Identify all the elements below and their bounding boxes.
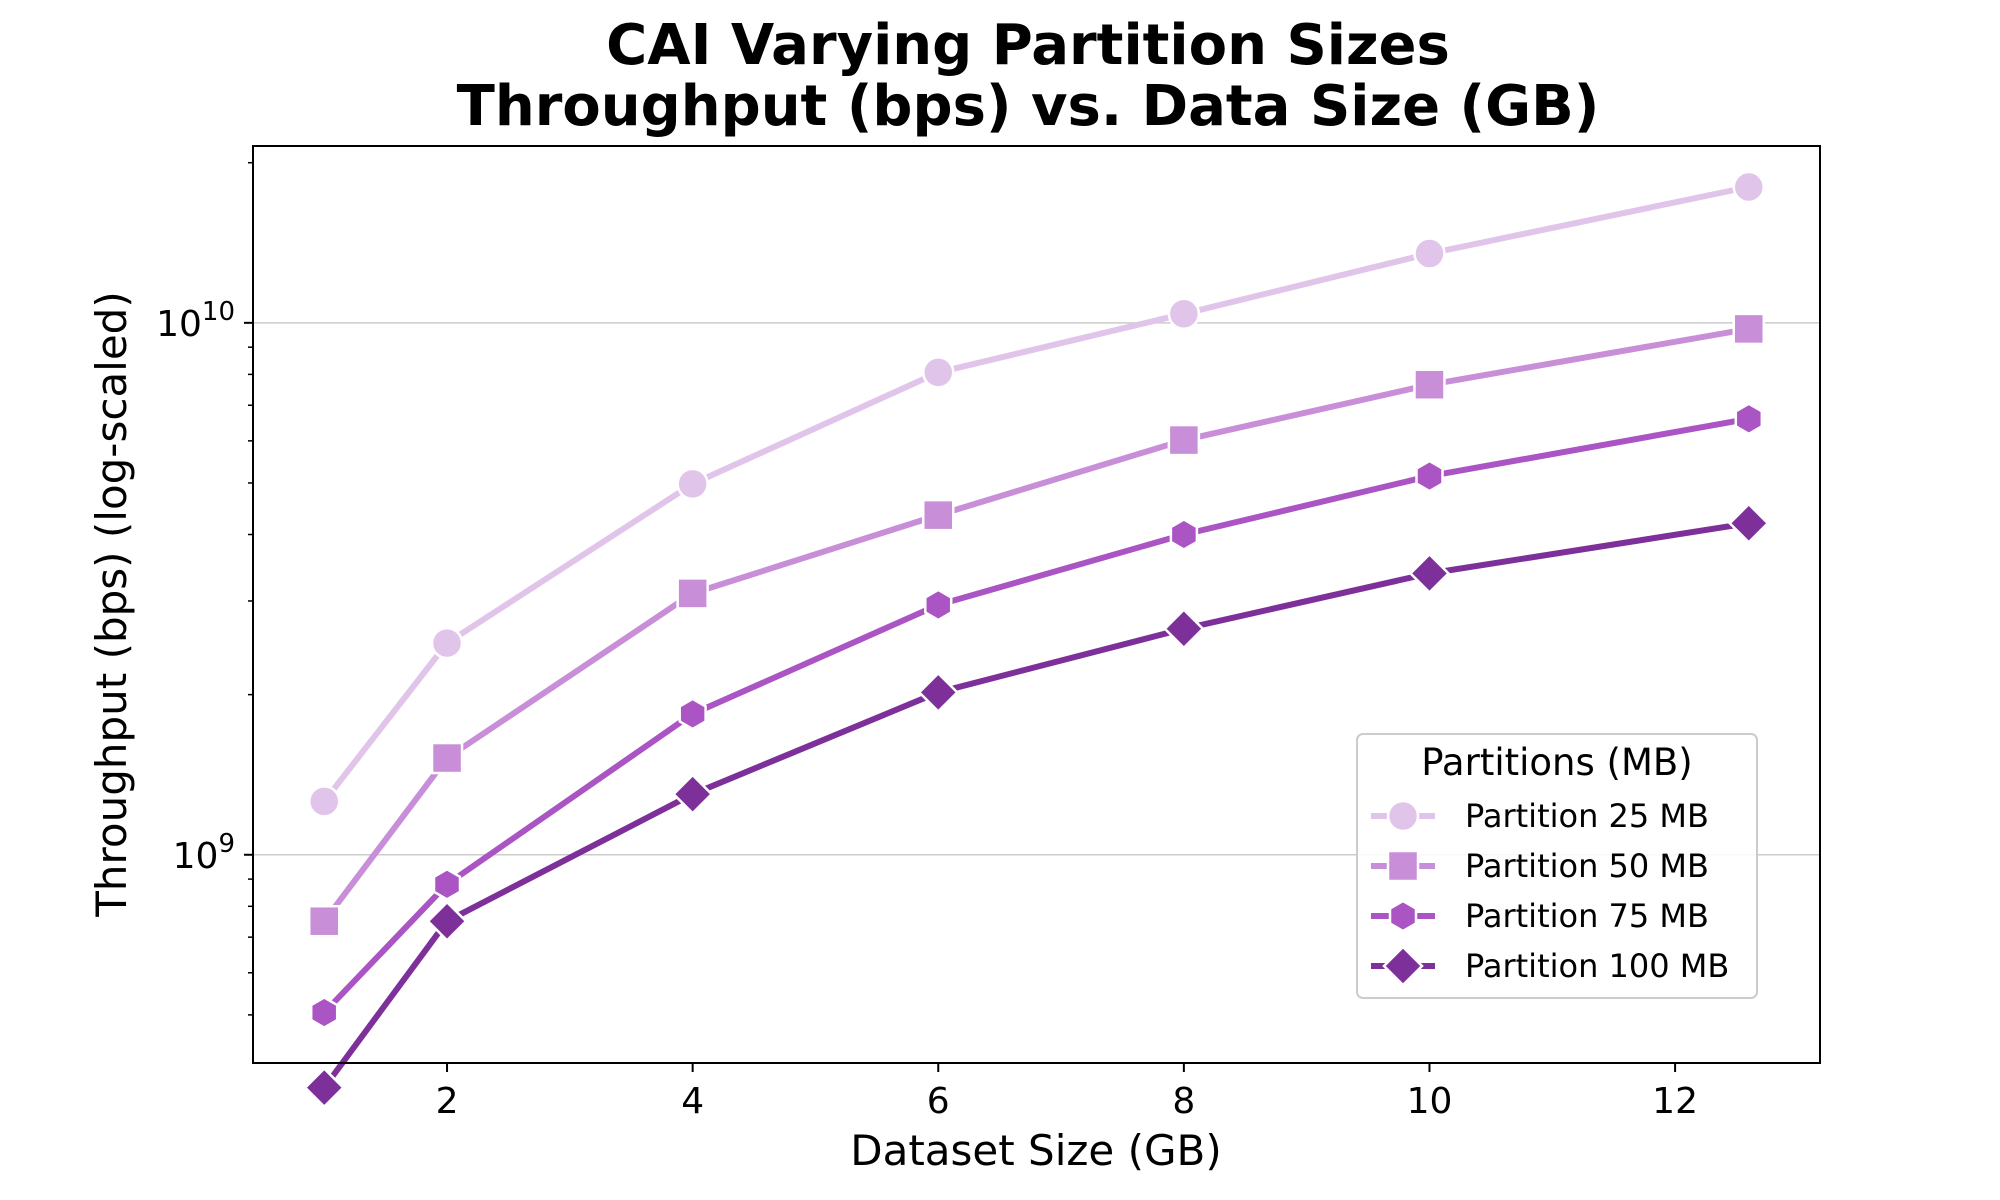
data-point-s2-4 [922, 498, 955, 532]
series-line-1 [321, 184, 1752, 805]
series-2 [307, 312, 1766, 938]
data-point-s3-2 [432, 867, 462, 901]
data-point-s1-6 [1413, 237, 1446, 270]
legend-item-4: Partition 100 MB [1371, 945, 1729, 987]
x-tick-label: 2 [436, 1081, 459, 1122]
series-3 [309, 402, 1764, 1030]
series-1 [307, 170, 1766, 818]
data-point-s2-7 [1732, 312, 1766, 346]
legend-title: Partitions (MB) [1421, 741, 1692, 784]
data-point-s2-6 [1413, 368, 1446, 401]
data-point-s4-2 [426, 900, 468, 942]
legend-entries: Partition 25 MB Partition 50 MB Partition … [1371, 797, 1729, 987]
y-axis: 109 1010 [156, 161, 253, 1016]
data-point-s2-1 [307, 904, 341, 938]
data-point-s1-1 [307, 785, 341, 818]
data-point-s3-6 [1415, 459, 1444, 493]
data-point-s1-7 [1732, 170, 1766, 204]
legend-marker-hexagon-icon [1388, 899, 1418, 933]
chart-subtitle: Throughput (bps) vs. Data Size (GB) [457, 74, 1600, 139]
data-point-s3-5 [1169, 518, 1199, 551]
legend-marker-diamond-icon [1382, 945, 1424, 987]
data-point-s2-5 [1167, 423, 1201, 457]
x-tick-label: 12 [1652, 1081, 1698, 1122]
x-tick-label: 10 [1407, 1081, 1453, 1122]
data-point-s3-7 [1734, 402, 1764, 436]
x-axis: 2 4 6 8 10 12 [436, 1063, 1698, 1122]
data-point-s3-4 [924, 588, 953, 622]
x-tick-label: 6 [927, 1081, 950, 1122]
x-tick-label: 8 [1172, 1081, 1195, 1122]
series-layer [303, 170, 1770, 1109]
legend-label: Partition 25 MB [1465, 797, 1709, 835]
legend-label: Partition 100 MB [1465, 947, 1729, 985]
x-tick-label: 4 [681, 1081, 704, 1122]
data-point-s1-5 [1167, 297, 1201, 331]
data-point-s3-3 [678, 697, 707, 731]
legend-label: Partition 50 MB [1465, 847, 1709, 885]
data-point-s4-1 [303, 1066, 345, 1109]
data-point-s4-4 [917, 671, 960, 714]
data-point-s4-5 [1163, 607, 1205, 650]
legend-marker-circle-icon [1386, 799, 1420, 833]
y-tick-label: 109 [173, 829, 235, 877]
data-point-s3-1 [309, 996, 339, 1030]
legend-marker-square-icon [1386, 849, 1420, 883]
data-point-s4-6 [1408, 552, 1451, 595]
legend-item-3: Partition 75 MB [1371, 897, 1709, 935]
legend: Partitions (MB) Partition 25 MBPartition… [1356, 733, 1758, 999]
y-axis-label: Throughput (bps) (log-scaled) [87, 291, 136, 917]
data-point-s1-2 [430, 626, 464, 660]
legend-item-2: Partition 50 MB [1371, 847, 1709, 885]
data-point-s1-4 [922, 356, 955, 389]
data-point-s4-3 [671, 773, 714, 815]
data-point-s4-7 [1728, 502, 1770, 545]
chart-title: CAI Varying Partition Sizes [606, 13, 1450, 78]
plot-frame [252, 145, 1821, 1064]
legend-label: Partition 75 MB [1465, 897, 1709, 935]
data-point-s2-3 [676, 577, 709, 610]
series-4 [303, 502, 1770, 1109]
legend-frame [1356, 733, 1758, 999]
data-point-s2-2 [430, 741, 464, 775]
data-point-s1-3 [676, 467, 709, 501]
legend-item-1: Partition 25 MB [1371, 797, 1709, 835]
y-tick-label: 1010 [156, 297, 235, 345]
x-axis-label: Dataset Size (GB) [850, 1126, 1222, 1175]
